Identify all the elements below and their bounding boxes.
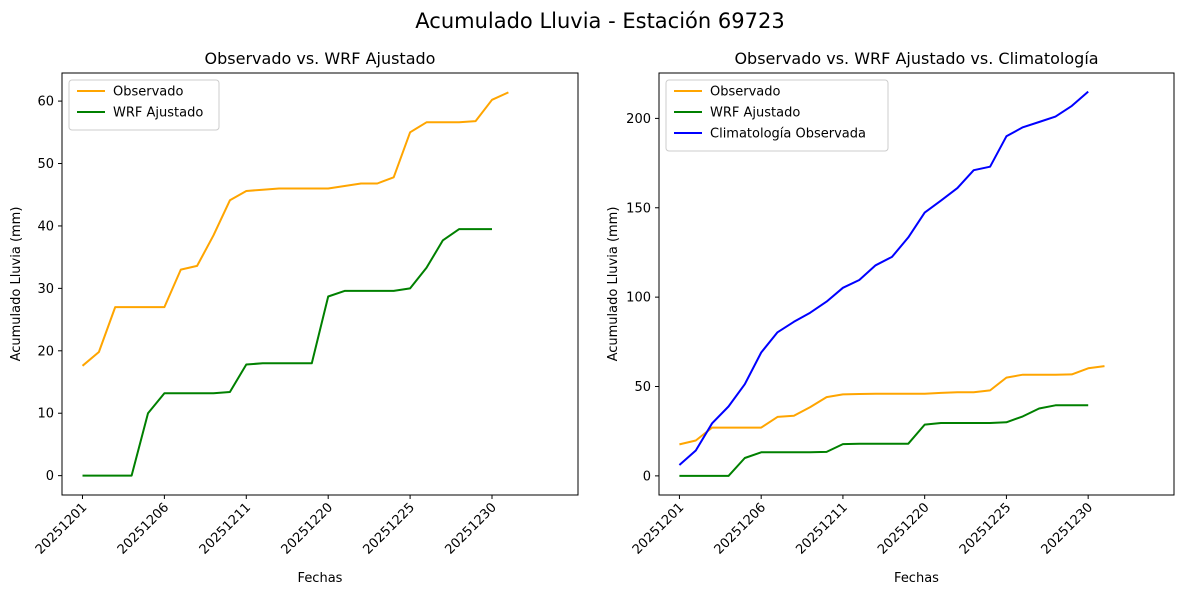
y-axis-label: Acumulado Lluvia (mm) [606, 207, 621, 362]
chart-title: Observado vs. WRF Ajustado vs. Climatolo… [734, 49, 1098, 68]
y-tick-label: 60 [37, 95, 54, 110]
chart-title: Observado vs. WRF Ajustado [205, 49, 436, 68]
figure-suptitle: Acumulado Lluvia - Estación 69723 [415, 9, 784, 33]
y-tick-label: 0 [46, 469, 54, 484]
axes-frame [658, 72, 1175, 496]
legend-box [665, 79, 889, 152]
y-tick-label: 10 [37, 407, 54, 422]
y-tick-label: 50 [634, 380, 651, 395]
legend-box [68, 79, 220, 131]
legend-label: Observado [710, 85, 781, 100]
y-tick-label: 150 [626, 201, 651, 216]
x-axis-label: Fechas [298, 571, 343, 586]
y-tick-label: 30 [37, 282, 54, 297]
series-line-observado [81, 91, 509, 367]
axes-frame [61, 72, 579, 496]
y-axis-label: Acumulado Lluvia (mm) [9, 207, 24, 362]
series-line-wrf-ajustado [679, 404, 1089, 477]
y-tick-label: 200 [626, 112, 651, 127]
y-tick-label: 100 [626, 291, 651, 306]
series-line-observado [679, 365, 1105, 446]
legend-label: WRF Ajustado [710, 106, 800, 121]
x-axis-label: Fechas [894, 571, 939, 586]
y-tick-label: 50 [37, 157, 54, 172]
legend-label: Observado [113, 85, 184, 100]
legend-label: Climatología Observada [710, 127, 866, 142]
series-line-wrf-ajustado [82, 228, 492, 477]
series-line-climatolog-a-observada [678, 90, 1089, 466]
y-tick-label: 40 [37, 219, 54, 234]
y-tick-label: 0 [643, 469, 651, 484]
legend-label: WRF Ajustado [113, 106, 203, 121]
y-tick-label: 20 [37, 344, 54, 359]
